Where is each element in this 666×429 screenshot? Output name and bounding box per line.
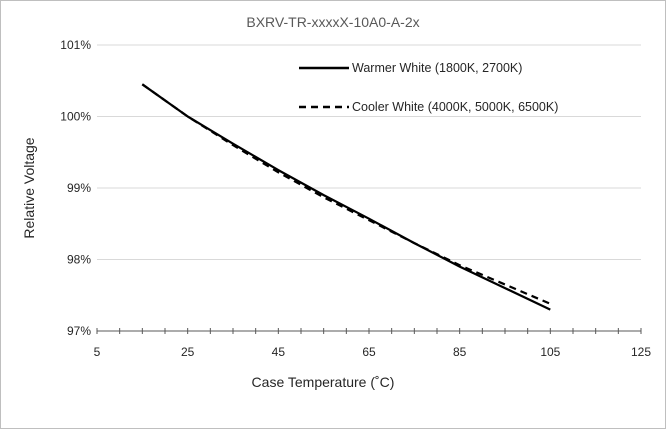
x-tick-label: 65 bbox=[362, 345, 376, 359]
series-line-warmer-white bbox=[141, 83, 551, 311]
y-tick-label: 101% bbox=[60, 38, 91, 52]
legend-label-cooler-white: Cooler White (4000K, 5000K, 6500K) bbox=[352, 100, 558, 114]
y-axis-title: Relative Voltage bbox=[21, 137, 37, 238]
legend: Warmer White (1800K, 2700K) Cooler White… bbox=[299, 61, 558, 114]
y-tick-label: 100% bbox=[60, 110, 91, 124]
y-tick-label: 98% bbox=[67, 253, 91, 267]
x-tick-label: 85 bbox=[453, 345, 467, 359]
x-tick-label: 105 bbox=[540, 345, 560, 359]
x-tick-label: 45 bbox=[272, 345, 286, 359]
series-line-cooler-white bbox=[141, 83, 551, 305]
x-axis-title: Case Temperature (˚C) bbox=[252, 374, 395, 390]
gridlines bbox=[97, 44, 641, 260]
plot-series bbox=[141, 83, 551, 311]
axes: 97% 98% 99% 100% 101% 5 25 45 65 85 105 125 bbox=[60, 38, 651, 359]
x-tick-label: 5 bbox=[94, 345, 101, 359]
x-tick-label: 25 bbox=[181, 345, 195, 359]
x-tick-label: 125 bbox=[631, 345, 651, 359]
y-tick-label: 99% bbox=[67, 181, 91, 195]
chart-title: BXRV-TR-xxxxX-10A0-A-2x bbox=[246, 14, 419, 30]
legend-label-warmer-white: Warmer White (1800K, 2700K) bbox=[352, 61, 522, 75]
y-tick-label: 97% bbox=[67, 324, 91, 338]
